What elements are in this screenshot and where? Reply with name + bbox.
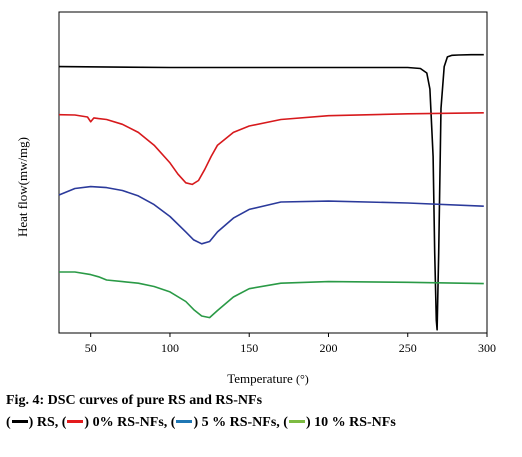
series-line-2 (58, 185, 484, 245)
figure-caption-title: Fig. 4: DSC curves of pure RS and RS-NFs (6, 393, 263, 408)
legend-swatch-2 (176, 419, 193, 423)
legend-label-2: 5 % RS-NFs, (201, 415, 280, 430)
x-tick-label: 200 (319, 341, 337, 355)
legend-label-3: 10 % RS-NFs (314, 415, 396, 430)
x-tick-label: 250 (399, 341, 417, 355)
legend-item-3: () 10 % RS-NFs (283, 415, 396, 430)
series-layer (58, 53, 484, 331)
x-axis-label-unit: (°) (296, 372, 309, 386)
legend-swatch-1 (67, 419, 84, 423)
x-axis-ticks: 50 100 150 200 250 300 (85, 333, 496, 355)
plot-frame (58, 11, 488, 334)
x-tick-label: 50 (85, 341, 97, 355)
x-axis-label-text: Temperature (227, 371, 296, 386)
x-tick-label: 150 (240, 341, 258, 355)
y-axis-label: Heat flow(mw/mg) (15, 137, 30, 237)
legend-swatch-3 (288, 419, 305, 423)
dsc-chart: 50 100 150 200 250 300 Temperature (°) Heat f… (15, 11, 496, 386)
legend-label-0: RS, (36, 415, 59, 430)
figure-caption-legend: () RS, () 0% RS-NFs, () 5 % RS-NFs, () 1… (6, 415, 396, 431)
legend-label-1: 0% RS-NFs, (92, 415, 168, 430)
legend-item-2: () 5 % RS-NFs, (170, 415, 280, 430)
x-axis-label: Temperature (°) (227, 371, 309, 386)
series-line-1 (58, 112, 484, 186)
x-tick-label: 100 (161, 341, 179, 355)
legend-item-1: () 0% RS-NFs, (61, 415, 168, 430)
x-tick-label: 300 (478, 341, 496, 355)
plot-border (58, 11, 488, 334)
legend-item-0: () RS, (6, 415, 59, 430)
series-line-0 (58, 53, 484, 331)
legend-swatch-0 (11, 419, 28, 423)
series-line-3 (59, 271, 484, 319)
